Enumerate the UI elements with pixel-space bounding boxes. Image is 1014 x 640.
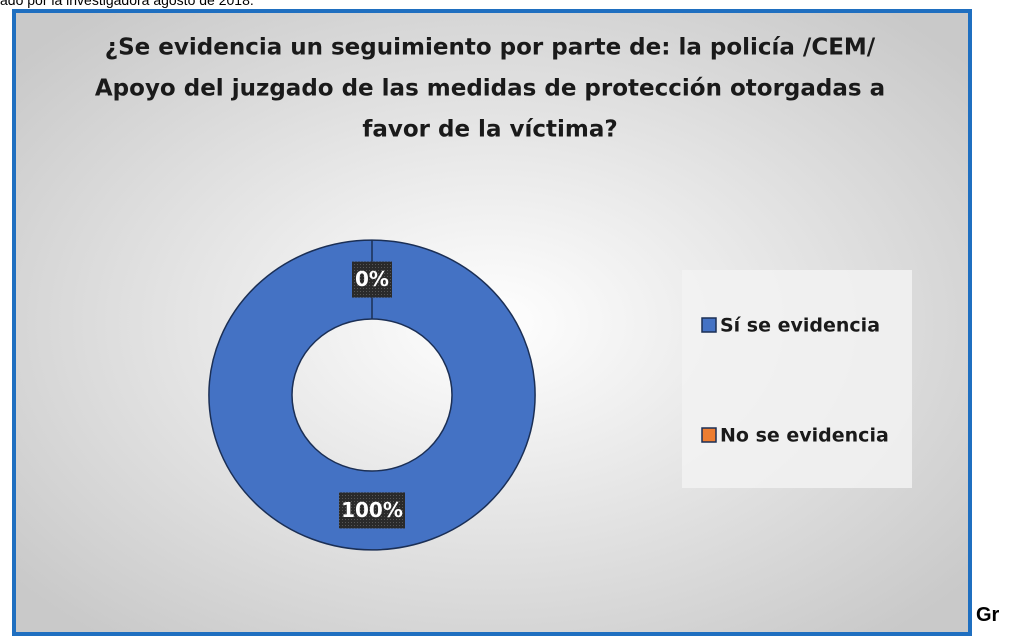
chart-title: ¿Se evidencia un seguimiento por parte d… — [105, 35, 876, 61]
legend-box — [682, 270, 912, 488]
data-label: 0% — [355, 267, 389, 291]
donut-slice — [208, 239, 536, 551]
legend-label: No se evidencia — [720, 425, 889, 447]
data-label: 100% — [341, 498, 403, 522]
data-label-bg — [339, 492, 405, 529]
legend-swatch — [701, 317, 717, 333]
chart-title: Apoyo del juzgado de las medidas de prot… — [95, 76, 885, 102]
data-label-bg — [352, 261, 392, 298]
caption: ado por la investigadora agosto de 2018. — [0, 0, 254, 8]
chart-title: favor de la víctima? — [362, 117, 617, 143]
trailing-text: Gr — [976, 604, 1000, 626]
legend-swatch — [701, 427, 717, 443]
legend-label: Sí se evidencia — [720, 315, 880, 337]
